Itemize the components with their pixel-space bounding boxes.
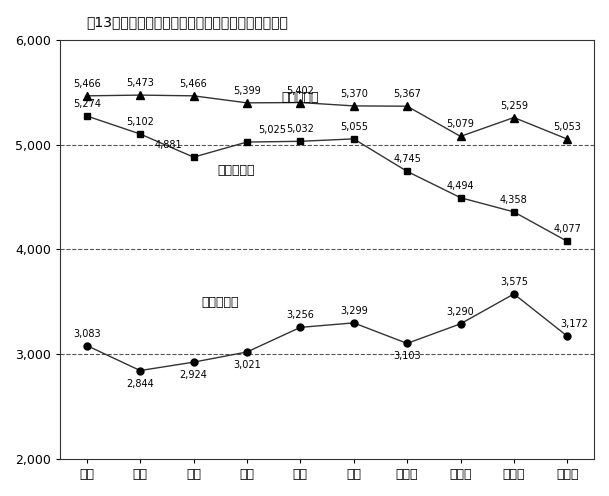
Text: 3,290: 3,290: [446, 307, 474, 317]
Text: 5,025: 5,025: [258, 125, 286, 135]
Text: 4,881: 4,881: [155, 140, 182, 150]
Text: 5,259: 5,259: [500, 101, 528, 111]
Text: 4,494: 4,494: [446, 181, 474, 191]
Text: 5,466: 5,466: [73, 79, 100, 89]
Text: 5,370: 5,370: [340, 89, 368, 99]
Text: 5,473: 5,473: [126, 78, 154, 88]
Text: 3,299: 3,299: [340, 306, 368, 316]
Text: 5,055: 5,055: [340, 122, 368, 132]
Text: 5,402: 5,402: [286, 86, 314, 96]
Text: 3,021: 3,021: [233, 360, 261, 370]
Text: 5,274: 5,274: [72, 99, 100, 109]
Text: 2,924: 2,924: [180, 370, 208, 380]
Text: 5,466: 5,466: [180, 79, 208, 89]
Text: 加工組立型: 加工組立型: [202, 297, 239, 310]
Text: 基礎素材型: 基礎素材型: [217, 164, 255, 178]
Text: 3,575: 3,575: [500, 277, 528, 287]
Text: 2,844: 2,844: [126, 378, 154, 388]
Text: 図13　産業類型別の年次別製造品出荷額等（億円）: 図13 産業類型別の年次別製造品出荷額等（億円）: [86, 15, 289, 29]
Text: 5,102: 5,102: [126, 117, 154, 127]
Text: 5,032: 5,032: [286, 124, 314, 134]
Text: 3,256: 3,256: [286, 310, 314, 320]
Text: 3,172: 3,172: [560, 319, 588, 329]
Text: 5,399: 5,399: [233, 86, 261, 96]
Text: 4,745: 4,745: [393, 154, 421, 165]
Text: 3,083: 3,083: [73, 328, 100, 339]
Text: 3,103: 3,103: [393, 352, 421, 362]
Text: 5,079: 5,079: [446, 120, 474, 129]
Text: 5,367: 5,367: [393, 89, 421, 99]
Text: 生活関連型: 生活関連型: [281, 91, 319, 104]
Text: 4,358: 4,358: [500, 195, 528, 205]
Text: 4,077: 4,077: [554, 224, 581, 235]
Text: 5,053: 5,053: [554, 122, 581, 132]
